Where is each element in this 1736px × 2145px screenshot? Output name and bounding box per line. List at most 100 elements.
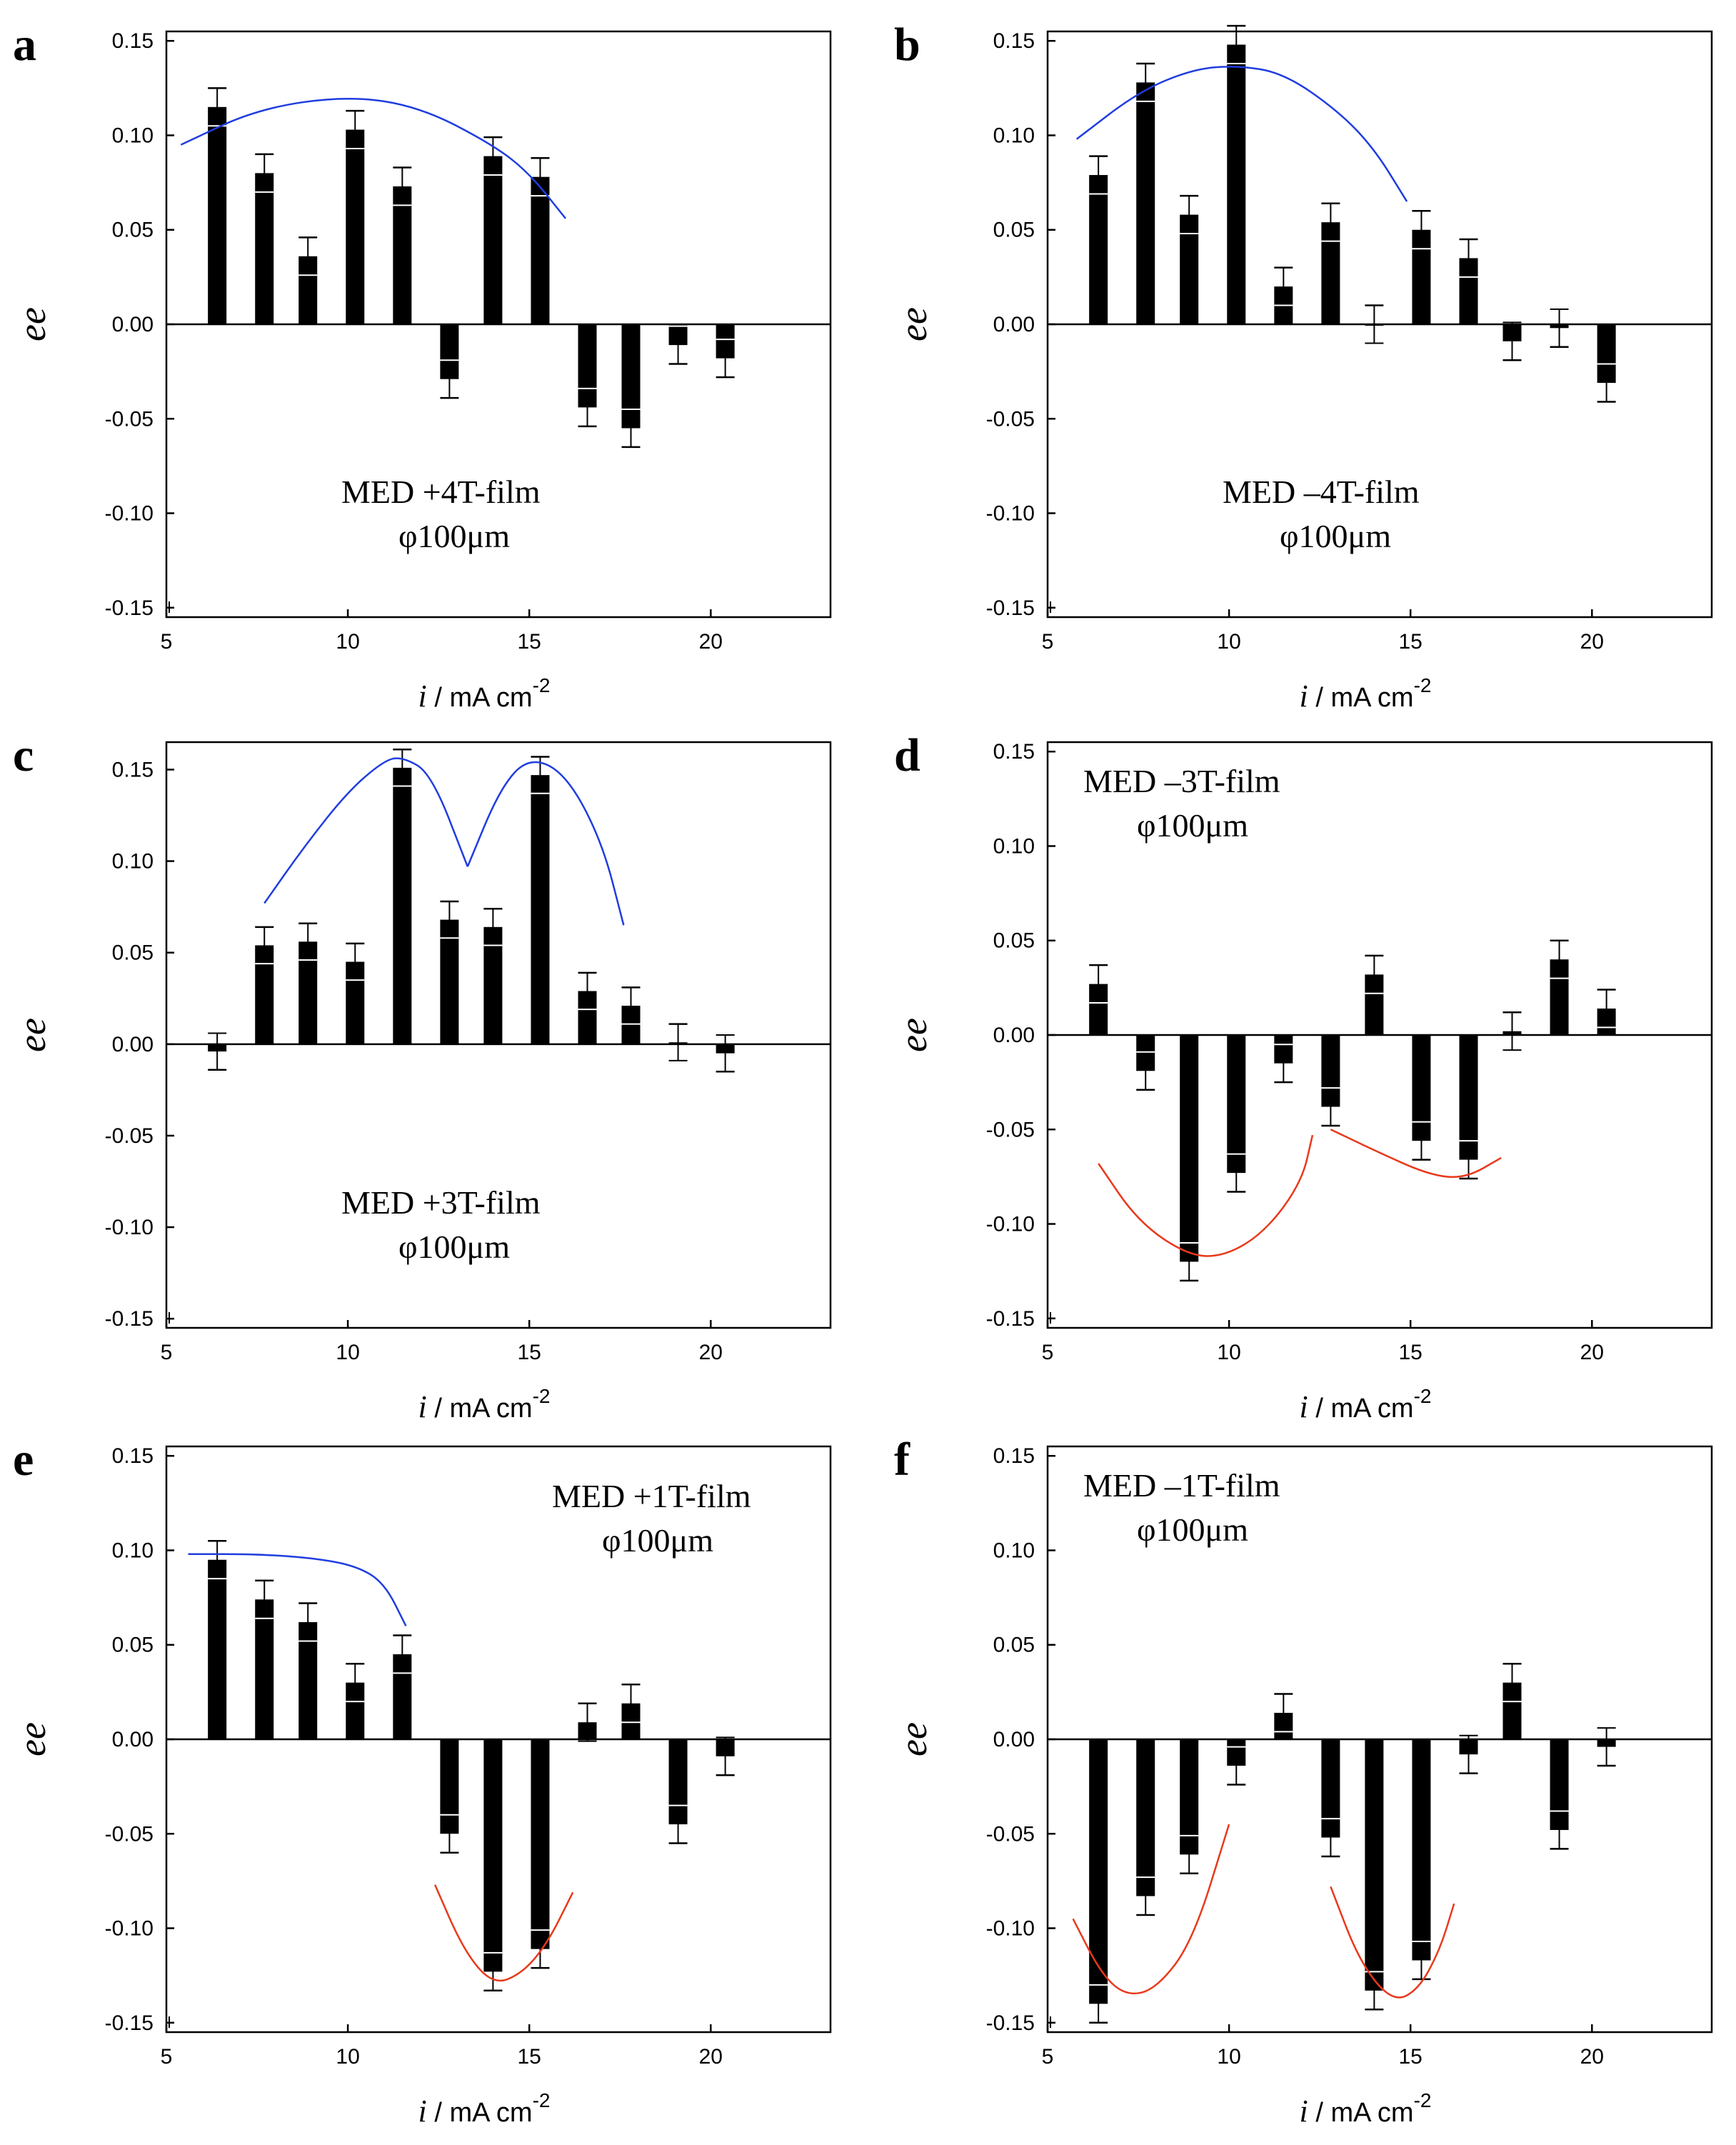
bar [1089, 175, 1108, 324]
x-tick-label: 20 [1580, 630, 1604, 654]
panel-letter: e [13, 1434, 34, 1486]
x-label-exponent: -2 [1414, 2089, 1432, 2111]
bar-group [1089, 964, 1108, 1035]
bar-group [531, 156, 550, 324]
y-tick-label: 0.00 [112, 313, 154, 336]
y-tick-label: -0.10 [986, 502, 1035, 526]
bar-group [531, 756, 550, 1044]
y-tick-label: 0.10 [993, 124, 1035, 147]
bar-group [621, 986, 641, 1044]
x-tick-label: 15 [1399, 2045, 1423, 2069]
y-tick-label: 0.15 [993, 1444, 1035, 1468]
bar-group [716, 1034, 735, 1073]
y-tick-label: -0.05 [986, 1822, 1035, 1846]
bar-group [1597, 1727, 1616, 1767]
bar-group [1274, 1693, 1293, 1739]
x-tick-label: 5 [161, 630, 173, 654]
y-tick-label: 0.00 [112, 1728, 154, 1751]
bar [531, 775, 550, 1044]
bar-group [531, 1739, 550, 1969]
bar-group [1274, 1035, 1293, 1084]
y-tick-label: 0.10 [112, 124, 154, 147]
bar-group [1227, 1035, 1246, 1193]
x-tick-label: 15 [1399, 1341, 1423, 1364]
x-tick-label: 5 [1042, 2045, 1054, 2069]
bar-group [1180, 1739, 1199, 1875]
fit-curve-red [433, 1884, 574, 1982]
bar-group [208, 1540, 227, 1739]
y-tick-label: 0.05 [112, 219, 154, 242]
y-tick-label: -0.15 [986, 1307, 1035, 1331]
annotation-diameter: φ100μm [602, 1522, 713, 1559]
bar-group [578, 324, 597, 428]
bar-group [1227, 24, 1246, 325]
x-tick-label: 5 [161, 2045, 173, 2069]
bar-group [298, 1602, 318, 1739]
fit-curve-red [1098, 1134, 1314, 1257]
bar-group [1136, 1739, 1155, 1916]
panel-letter: a [13, 19, 36, 71]
chart-panel-b: b -0.15 -0.10 -0.05 0.00 0.05 0.10 0.15 5 10 15 20 e… [892, 19, 1713, 714]
bar-group [346, 109, 365, 324]
annotation-film: MED +4T-film [341, 474, 541, 510]
fit-curve-blue [188, 1553, 407, 1626]
bar-group [668, 1023, 688, 1061]
x-tick-label: 20 [699, 2045, 723, 2069]
bar [531, 1739, 550, 1949]
chart-panel-f: f -0.15 -0.10 -0.05 0.00 0.05 0.10 0.15 5 10 15 20 e… [892, 1434, 1713, 2129]
bar [483, 926, 503, 1044]
bar-group [346, 1662, 365, 1739]
bar-group [1274, 266, 1293, 324]
x-tick-label: 10 [1217, 630, 1240, 654]
x-tick-label: 15 [518, 2045, 541, 2069]
bar [346, 129, 365, 324]
x-tick-label: 5 [1042, 1341, 1054, 1364]
bar-group [393, 166, 412, 324]
plot-frame [165, 741, 832, 1329]
bar [208, 106, 227, 324]
x-tick-label: 20 [1580, 1341, 1604, 1364]
bar-group [621, 1684, 641, 1739]
bar-group [1321, 202, 1340, 324]
bar-group [1365, 304, 1384, 344]
x-label-symbol: i [418, 679, 427, 714]
x-label-unit: / mA cm [1308, 1394, 1414, 1424]
bar [1136, 82, 1155, 324]
bar-group [1089, 1739, 1108, 2024]
x-label-exponent: -2 [533, 1385, 551, 1407]
bar-group [1365, 954, 1384, 1035]
bar-group [1412, 210, 1431, 324]
bar-group [668, 1739, 688, 1844]
x-tick-label: 20 [699, 630, 723, 654]
bar-group [1502, 1662, 1522, 1739]
x-tick-label: 15 [1399, 630, 1423, 654]
bar [393, 767, 412, 1044]
y-axis-label: ee [892, 1722, 935, 1756]
bar [440, 919, 459, 1044]
bar-group [1459, 1035, 1478, 1180]
annotation-diameter: φ100μm [1137, 1511, 1248, 1548]
x-label-symbol: i [1300, 1389, 1308, 1424]
bar-group [440, 324, 459, 399]
bar-group [1412, 1739, 1431, 1981]
bar [1227, 1035, 1246, 1174]
annotation-film: MED –1T-film [1083, 1467, 1280, 1504]
bar-group [1180, 194, 1199, 324]
y-tick-label: -0.15 [105, 596, 154, 620]
bar [255, 1599, 274, 1739]
panel-letter: b [894, 19, 920, 71]
panel-letter: f [894, 1434, 910, 1486]
bar [483, 156, 503, 324]
chart-panel-e: e -0.15 -0.10 -0.05 0.00 0.05 0.10 0.15 5 10 15 20 e… [11, 1434, 832, 2129]
y-tick-label: -0.05 [105, 407, 154, 431]
bar-group [1321, 1739, 1340, 1858]
bar-group [483, 907, 503, 1044]
x-label-symbol: i [418, 2094, 427, 2129]
y-tick-label: 0.10 [112, 850, 154, 874]
y-tick-label: -0.05 [986, 407, 1035, 431]
bar-group [716, 1736, 735, 1776]
x-label-unit: / mA cm [427, 683, 533, 713]
y-tick-label: 0.00 [993, 1728, 1035, 1751]
bar [531, 176, 550, 324]
y-axis-label: ee [892, 307, 935, 341]
